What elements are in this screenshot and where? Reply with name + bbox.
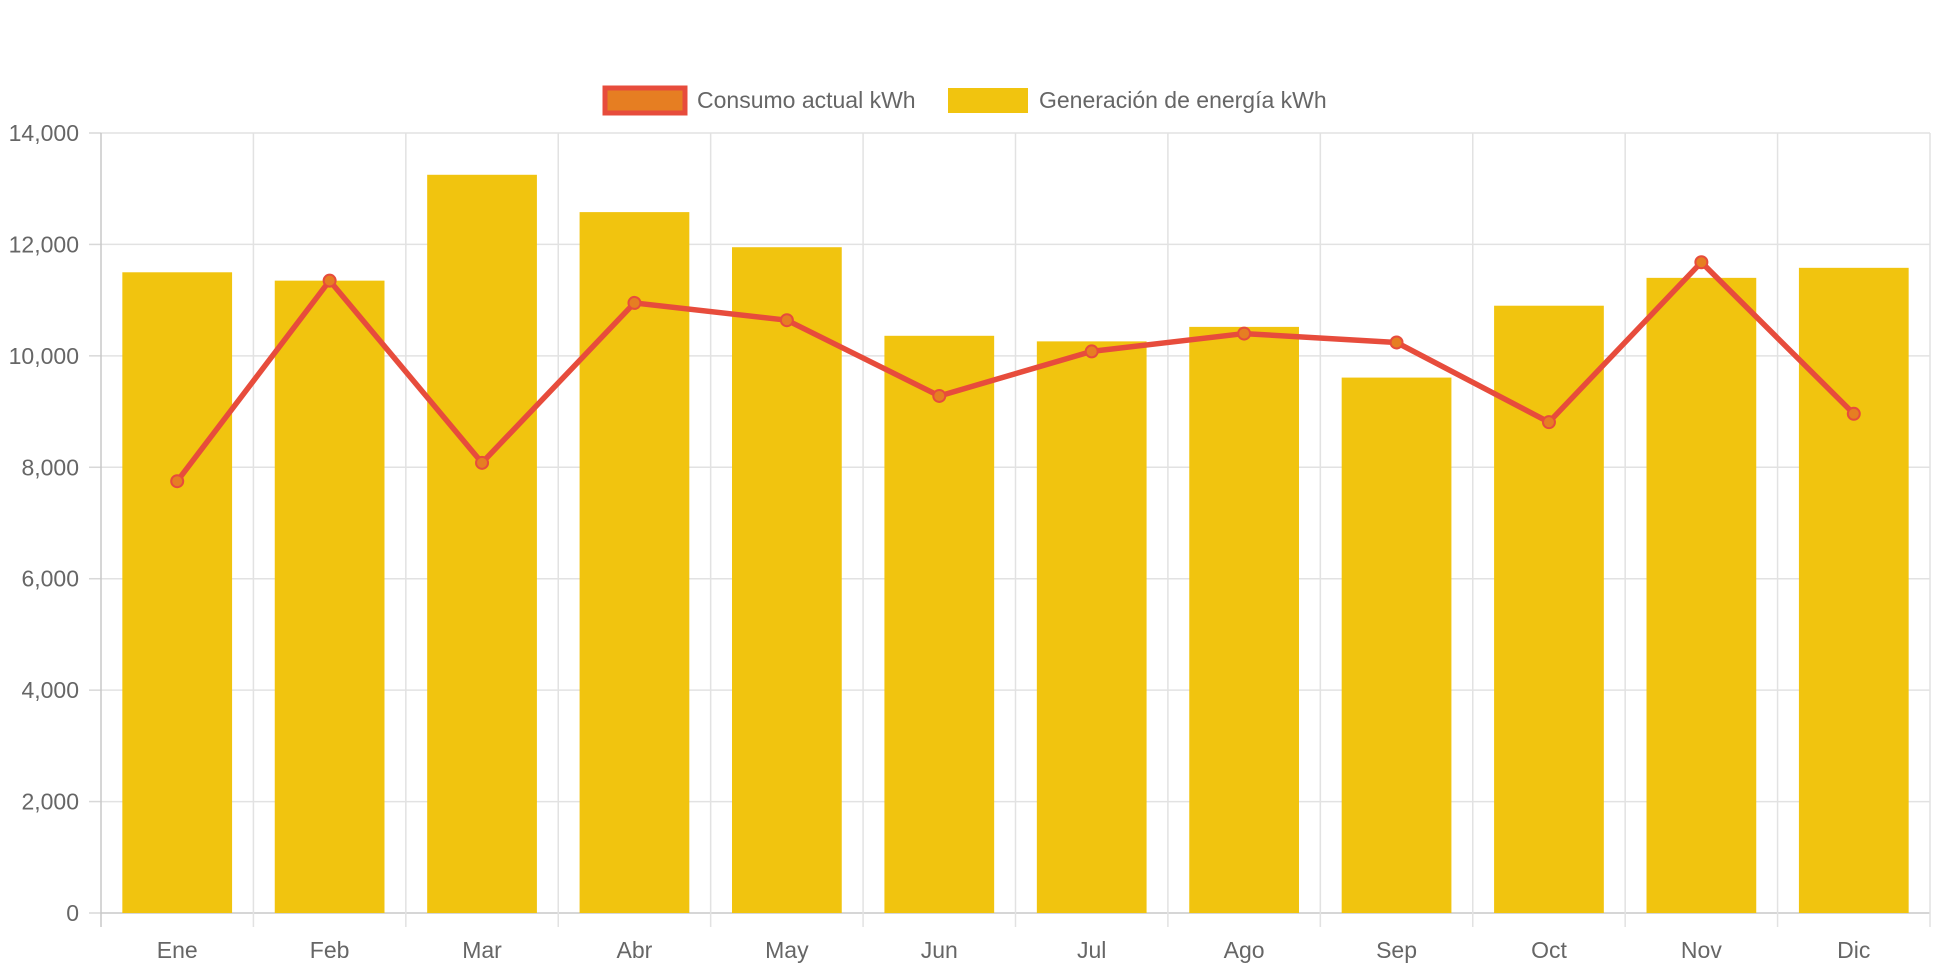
- line-series: [170, 255, 1861, 489]
- point-feb[interactable]: [322, 273, 337, 288]
- x-tick-label: Sep: [1376, 937, 1417, 963]
- bar-ene[interactable]: [122, 272, 233, 913]
- y-tick-label: 10,000: [9, 343, 79, 369]
- bar-dic[interactable]: [1798, 267, 1909, 913]
- legend: Consumo actual kWh Generación de energía…: [602, 85, 1327, 116]
- x-tick-label: Dic: [1837, 937, 1870, 963]
- bar-ago[interactable]: [1189, 326, 1299, 913]
- bar-jul[interactable]: [1036, 341, 1147, 913]
- point-may[interactable]: [779, 313, 794, 328]
- x-tick-label: Ene: [157, 937, 198, 963]
- bar-abr[interactable]: [579, 212, 690, 914]
- x-tick-label: Oct: [1531, 937, 1567, 963]
- x-tick-label: Jul: [1077, 937, 1106, 963]
- x-tick-label: Feb: [310, 937, 350, 963]
- x-tick-label: May: [765, 937, 809, 963]
- point-abr[interactable]: [627, 295, 642, 310]
- point-ene[interactable]: [170, 474, 185, 489]
- bar-nov[interactable]: [1646, 277, 1757, 913]
- point-oct[interactable]: [1541, 415, 1556, 430]
- x-tick-label: Ago: [1224, 937, 1265, 963]
- axes: 0 2,000 4,000 6,000 8,000 10,000 12,000 14,000 E…: [9, 120, 1871, 963]
- y-tick-label: 8,000: [21, 454, 79, 480]
- bar-sep[interactable]: [1341, 377, 1452, 914]
- y-tick-label: 12,000: [9, 231, 79, 257]
- legend-swatch-generacion[interactable]: [948, 88, 1028, 113]
- y-tick-label: 6,000: [21, 566, 79, 592]
- point-mar[interactable]: [475, 455, 490, 470]
- point-ago[interactable]: [1237, 326, 1252, 341]
- legend-label-consumo[interactable]: Consumo actual kWh: [697, 87, 916, 113]
- bar-jun[interactable]: [884, 335, 995, 913]
- x-tick-label: Jun: [921, 937, 958, 963]
- x-tick-label: Abr: [617, 937, 653, 963]
- bar-mar[interactable]: [427, 174, 537, 914]
- point-jun[interactable]: [932, 388, 947, 403]
- legend-label-generacion[interactable]: Generación de energía kWh: [1039, 87, 1327, 113]
- bar-oct[interactable]: [1494, 305, 1604, 913]
- y-tick-label: 14,000: [9, 120, 79, 146]
- point-dic[interactable]: [1846, 406, 1861, 421]
- bar-feb[interactable]: [274, 280, 385, 914]
- point-jul[interactable]: [1084, 344, 1099, 359]
- y-tick-label: 2,000: [21, 789, 79, 815]
- y-tick-label: 4,000: [21, 677, 79, 703]
- point-sep[interactable]: [1389, 335, 1404, 350]
- y-tick-label: 0: [66, 900, 79, 926]
- legend-swatch-consumo[interactable]: [602, 85, 688, 116]
- x-tick-label: Nov: [1681, 937, 1722, 963]
- bar-may[interactable]: [732, 247, 842, 913]
- bar-series: [122, 174, 1909, 914]
- grid: [89, 132, 1931, 927]
- consumo-line: [175, 259, 1856, 483]
- x-tick-label: Mar: [462, 937, 502, 963]
- point-nov[interactable]: [1694, 255, 1709, 270]
